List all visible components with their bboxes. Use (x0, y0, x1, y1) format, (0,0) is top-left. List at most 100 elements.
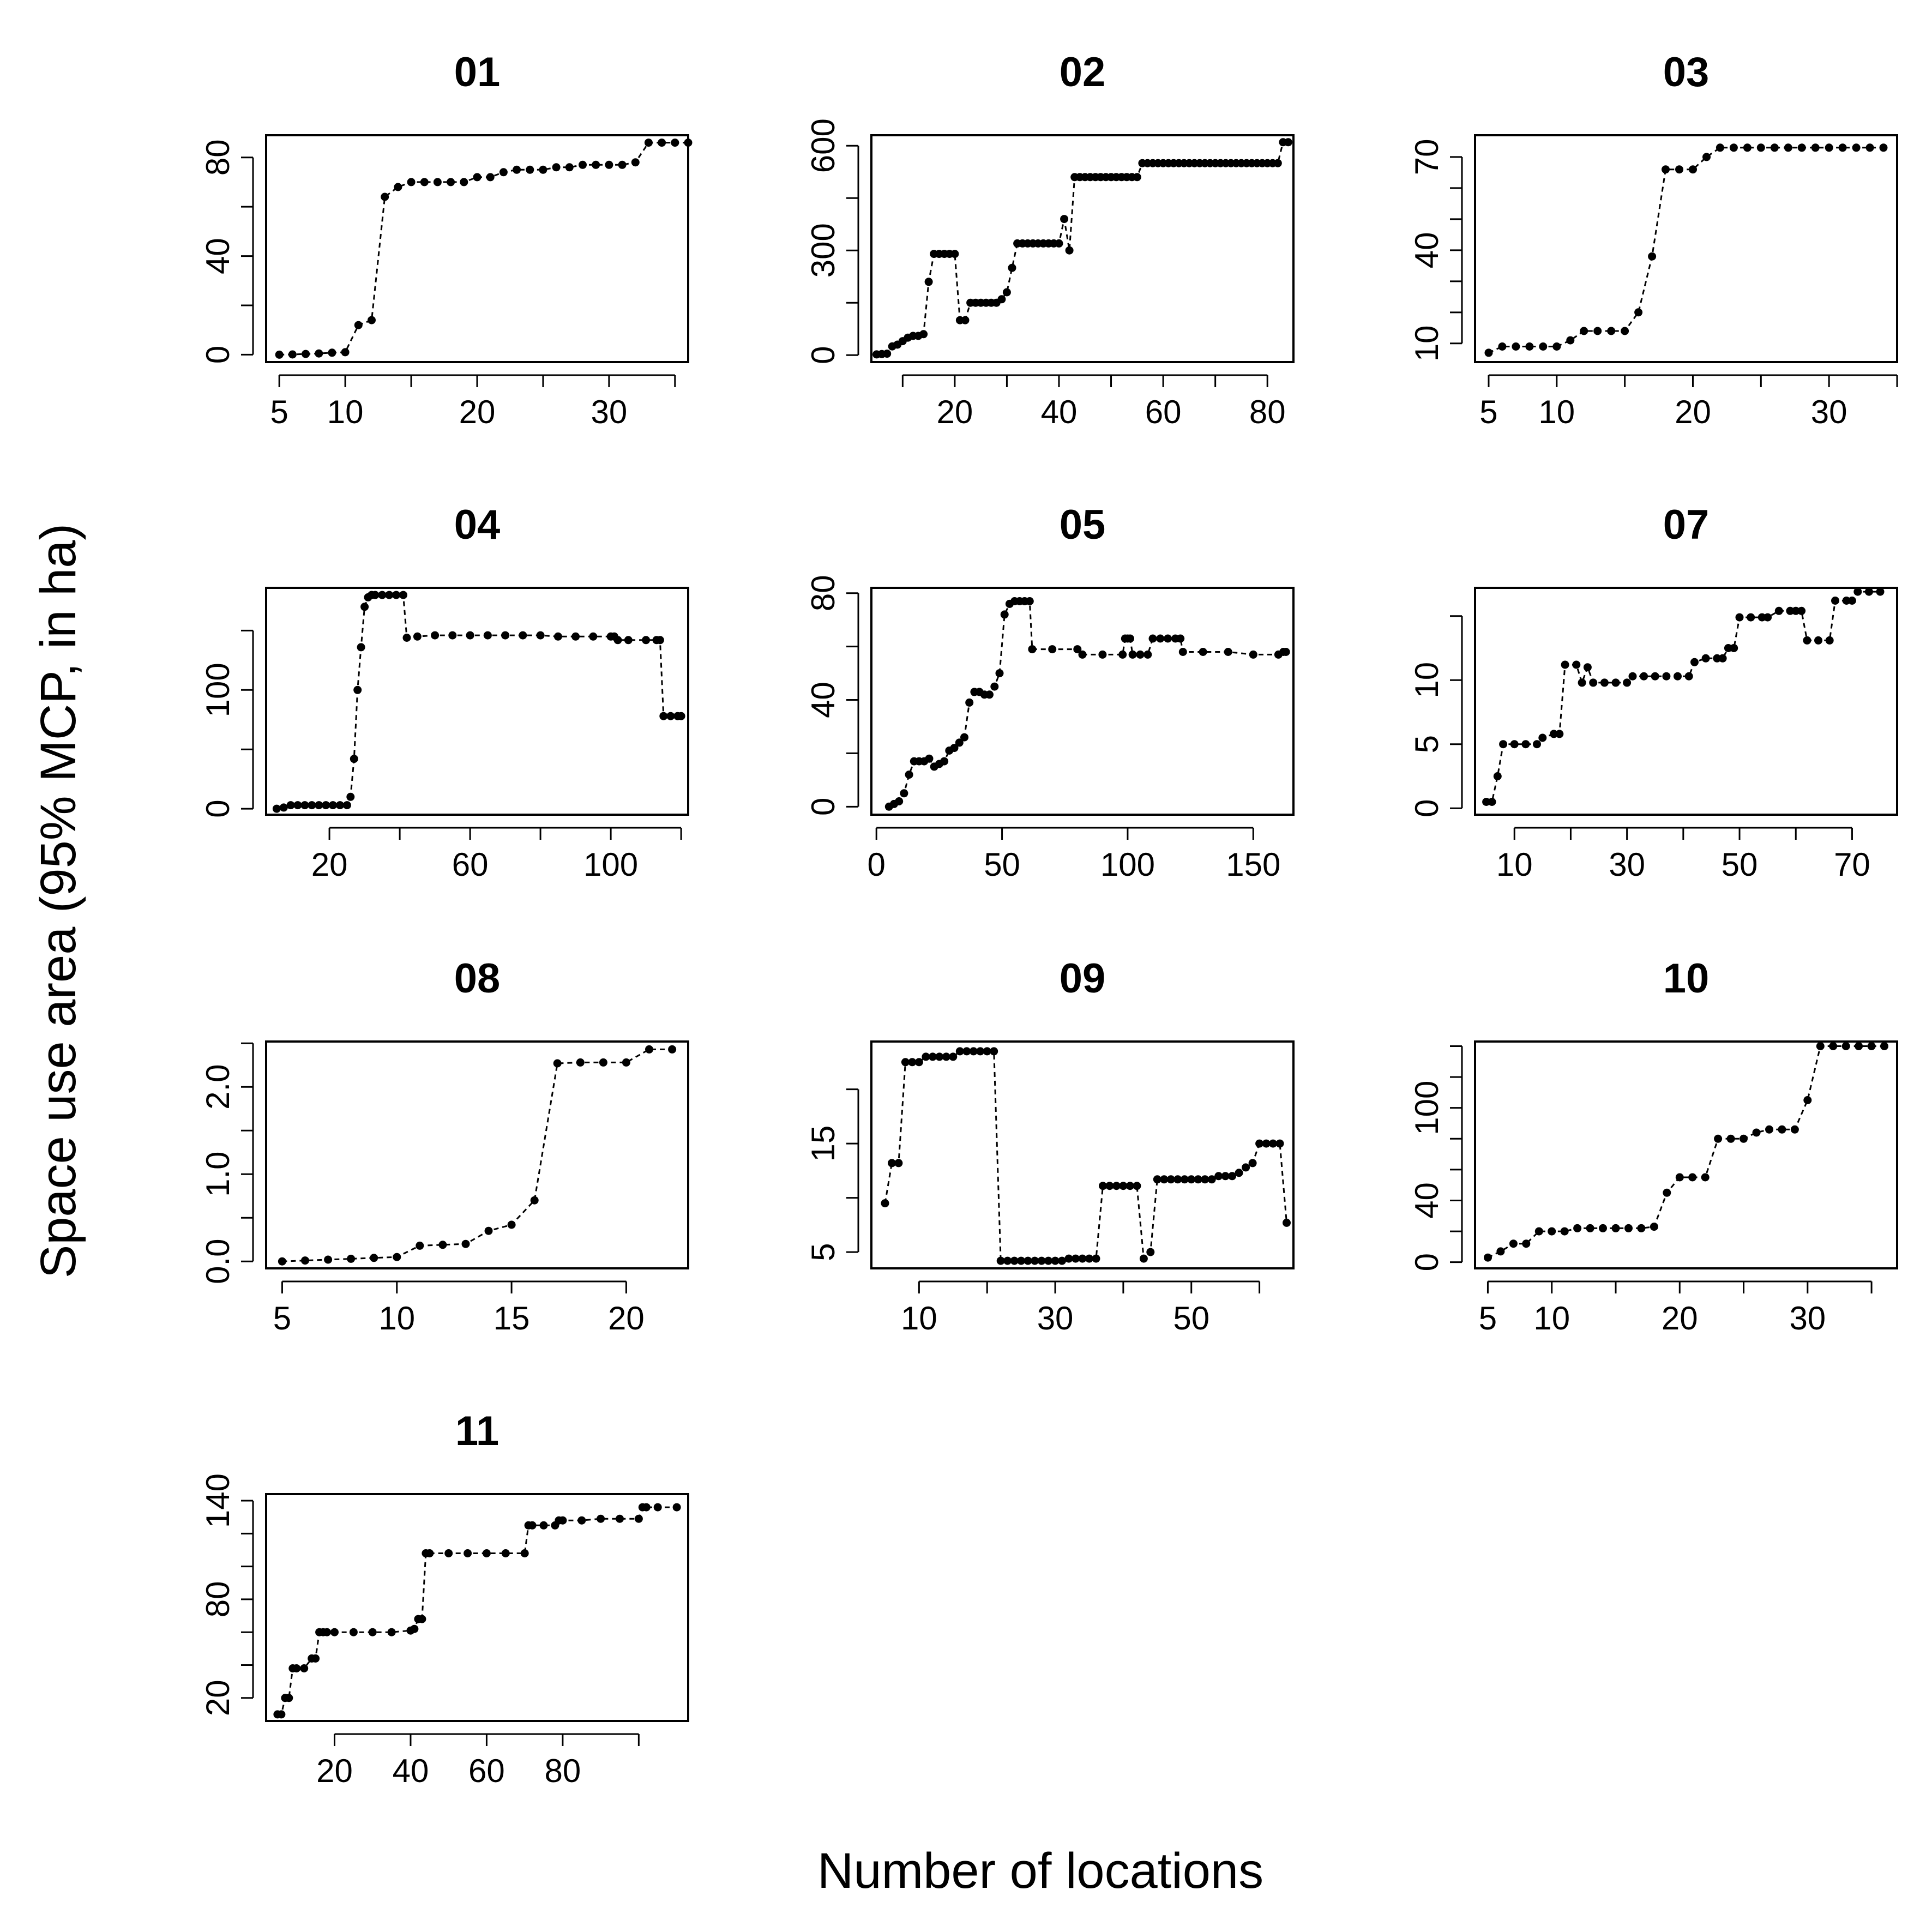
data-point (1275, 1139, 1284, 1148)
data-point (1770, 143, 1779, 152)
data-point (1484, 348, 1493, 357)
y-tick-label: 100 (1409, 1081, 1445, 1135)
x-tick-label: 20 (608, 1300, 645, 1337)
data-point (1729, 143, 1738, 152)
data-point (285, 1694, 293, 1702)
data-point (1164, 634, 1172, 643)
data-point (1803, 1096, 1812, 1104)
x-tick-label: 50 (984, 846, 1020, 883)
data-point (1499, 740, 1508, 749)
data-point (323, 1628, 332, 1636)
x-tick-label: 10 (1538, 394, 1575, 430)
plot-frame (1474, 1040, 1898, 1269)
y-tick-label: 10 (1409, 662, 1445, 699)
data-point (1064, 1254, 1073, 1263)
data-point (1853, 587, 1862, 596)
data-point (553, 632, 562, 641)
data-point (1180, 1175, 1189, 1184)
data-point (1876, 587, 1885, 596)
data-point (410, 1624, 419, 1633)
data-point (461, 1239, 470, 1248)
data-point (928, 1052, 937, 1061)
x-tick-label: 10 (378, 1300, 415, 1337)
data-point (286, 801, 295, 810)
data-point (519, 631, 527, 640)
data-point (668, 1045, 677, 1054)
panel-title: 08 (454, 955, 501, 1002)
x-tick-label: 20 (459, 394, 496, 430)
data-point (553, 1059, 562, 1068)
data-point (393, 1253, 401, 1261)
data-point (1791, 606, 1800, 615)
x-tick-label: 150 (1226, 846, 1280, 883)
x-tick-label: 80 (545, 1753, 581, 1789)
data-point (416, 1241, 424, 1250)
data-point (1651, 672, 1659, 681)
data-point (1025, 597, 1034, 605)
y-tick-label: 0 (1409, 1253, 1445, 1271)
data-point (1055, 239, 1063, 248)
data-point (672, 1503, 681, 1512)
data-point (1607, 327, 1616, 335)
data-point (684, 139, 693, 147)
data-point (1024, 1256, 1032, 1265)
data-point (1747, 613, 1755, 622)
data-point (1048, 645, 1057, 654)
data-point (501, 631, 510, 640)
data-point (1855, 1042, 1863, 1050)
data-point (576, 1058, 585, 1067)
data-point (659, 712, 668, 720)
data-point (1702, 153, 1711, 161)
data-point (1539, 342, 1548, 351)
data-point (1533, 740, 1541, 749)
data-point (888, 1159, 896, 1167)
data-point (444, 1549, 453, 1557)
x-tick-label: 10 (901, 1300, 937, 1337)
data-point (1112, 1182, 1121, 1190)
data-point (1623, 678, 1632, 687)
x-tick-label: 50 (1173, 1300, 1209, 1337)
data-point (1521, 740, 1530, 749)
data-point (1600, 678, 1609, 687)
data-point (1552, 342, 1561, 351)
data-point (1814, 636, 1822, 645)
y-tick-label: 0 (200, 799, 236, 817)
data-point (311, 1654, 320, 1663)
data-point (996, 1256, 1005, 1265)
data-point (1690, 658, 1699, 666)
data-point (579, 160, 587, 169)
data-point (473, 173, 482, 182)
data-point (1797, 606, 1806, 615)
data-point (653, 1503, 662, 1512)
y-tick-label: 0 (805, 798, 841, 816)
data-point (990, 682, 999, 691)
data-point (418, 1615, 426, 1623)
x-tick-label: 70 (1834, 846, 1870, 883)
data-point (1283, 1218, 1291, 1227)
data-point (1166, 1175, 1175, 1184)
data-point (1201, 1175, 1209, 1184)
data-point (1650, 1223, 1658, 1231)
data-point (1663, 1188, 1671, 1197)
data-point (483, 631, 492, 640)
y-tick-label: 20 (200, 1680, 236, 1716)
x-tick-label: 60 (468, 1753, 505, 1789)
y-tick-label: 0 (805, 346, 841, 364)
data-point (1797, 143, 1806, 152)
panel-title: 09 (1060, 955, 1106, 1002)
data-point (1726, 1134, 1735, 1143)
data-point (1560, 1227, 1569, 1236)
data-point (1621, 327, 1629, 335)
data-point (1493, 772, 1502, 780)
data-point (1058, 1256, 1066, 1265)
data-point (349, 1628, 358, 1636)
y-tick-label: 5 (1409, 735, 1445, 753)
data-point (438, 1241, 447, 1249)
y-tick-label: 100 (200, 663, 236, 717)
x-tick-label: 30 (1811, 394, 1847, 430)
data-point (1273, 159, 1282, 167)
data-point (368, 1628, 377, 1636)
x-tick-label: 40 (1041, 394, 1078, 430)
data-point (1841, 1042, 1850, 1050)
